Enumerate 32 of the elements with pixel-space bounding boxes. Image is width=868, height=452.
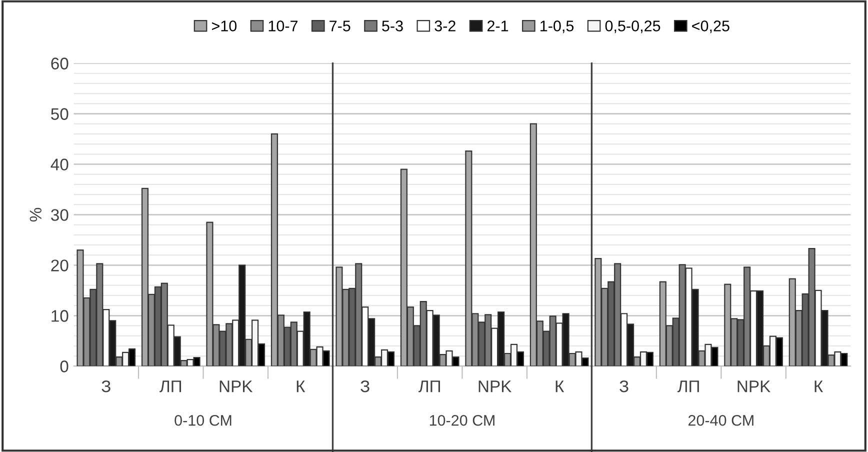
x-tick-label: NPK	[738, 380, 770, 392]
x-tick-label: NPK	[220, 380, 253, 392]
y-tick-label: 30	[51, 209, 68, 221]
y-tick-label: 20	[51, 260, 68, 272]
x-tick-label: К	[814, 380, 824, 392]
legend-label: 1-0,5	[540, 20, 574, 34]
x-tick-label: NPK	[478, 380, 512, 392]
x-tick-label: З	[620, 380, 628, 392]
y-tick-label: 0	[60, 360, 68, 372]
legend-label: 0,5-0,25	[605, 20, 660, 34]
x-tick-label: З	[360, 380, 370, 392]
y-tick-label: 10	[52, 310, 68, 322]
y-tick-label: 60	[51, 58, 68, 70]
x-tick-label: ЛП	[160, 380, 182, 392]
x-tick-label: ЛП	[418, 380, 440, 392]
x-tick-label: К	[556, 380, 564, 392]
legend-label: 2-1	[487, 20, 508, 32]
y-tick-label: 40	[50, 158, 68, 170]
y-axis-title: %	[30, 208, 42, 222]
legend-label: 5-3	[382, 20, 403, 32]
y-tick-label: 50	[51, 108, 68, 120]
x-tick-label: ЛП	[677, 380, 699, 392]
legend-label: <0,25	[692, 20, 730, 34]
text: 10-20 СМ	[430, 414, 494, 426]
legend-label: 10-7	[268, 20, 298, 32]
text: 20-40 СМ	[688, 414, 754, 426]
legend-label: >10	[212, 20, 237, 32]
x-tick-label: З	[102, 380, 110, 392]
text: 0-10 СМ	[174, 414, 232, 426]
legend-label: 3-2	[434, 20, 456, 32]
x-tick-label: К	[296, 380, 306, 392]
legend-label: 7-5	[330, 20, 350, 32]
